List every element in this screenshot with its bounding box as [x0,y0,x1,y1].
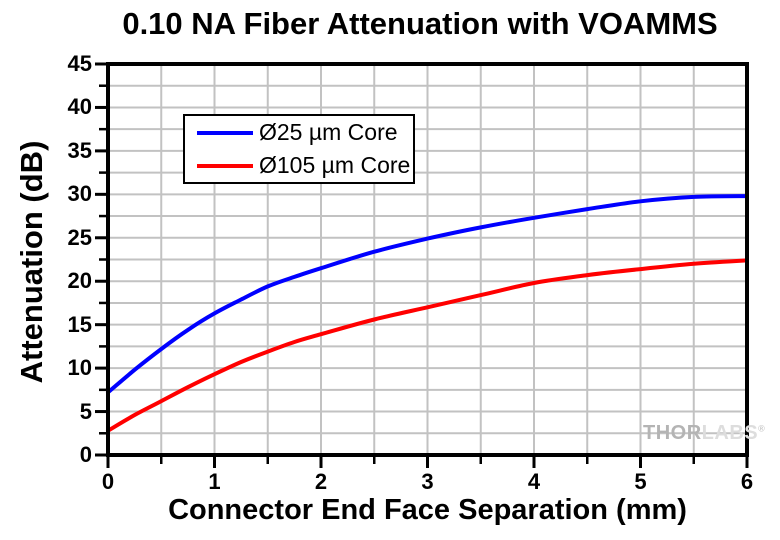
watermark-labs: LABS [701,422,759,444]
legend-line-blue [197,130,253,135]
legend-item-25um: Ø25 µm Core [197,119,413,146]
y-tick-label: 15 [67,311,92,337]
legend-label-25um: Ø25 µm Core [259,119,398,145]
legend-item-105um: Ø105 µm Core [197,152,413,179]
registered-mark: ® [758,423,766,434]
series-line-0 [106,194,749,395]
x-tick-label: 4 [527,469,541,494]
x-tick-label: 5 [634,469,647,494]
y-tick-label: 25 [67,224,92,250]
y-tick-label: 35 [67,137,92,163]
series-line-1 [106,258,749,433]
x-tick-label: 3 [421,469,434,494]
y-tick-label: 0 [79,442,92,467]
x-tick-label: 6 [740,469,754,494]
y-tick-label: 20 [67,268,92,294]
watermark-thor: THOR [643,422,702,444]
x-axis-title: Connector End Face Separation (mm) [168,494,687,526]
y-tick-label: 10 [67,355,92,381]
y-tick-label: 30 [67,181,92,207]
thorlabs-watermark: THORLABS® [643,422,765,445]
legend: Ø25 µm Core Ø105 µm Core [183,114,415,184]
x-tick-label: 2 [314,469,328,494]
x-tick-label: 1 [208,469,221,494]
x-tick-label: 0 [101,469,115,494]
plot-border [106,62,749,457]
y-tick-label: 40 [67,94,92,120]
y-tick-label: 45 [67,51,92,76]
y-tick-label: 5 [79,398,92,424]
legend-line-red [197,163,253,168]
legend-label-105um: Ø105 µm Core [259,152,411,178]
chart-title: 0.10 NA Fiber Attenuation with VOAMMS [122,6,718,41]
